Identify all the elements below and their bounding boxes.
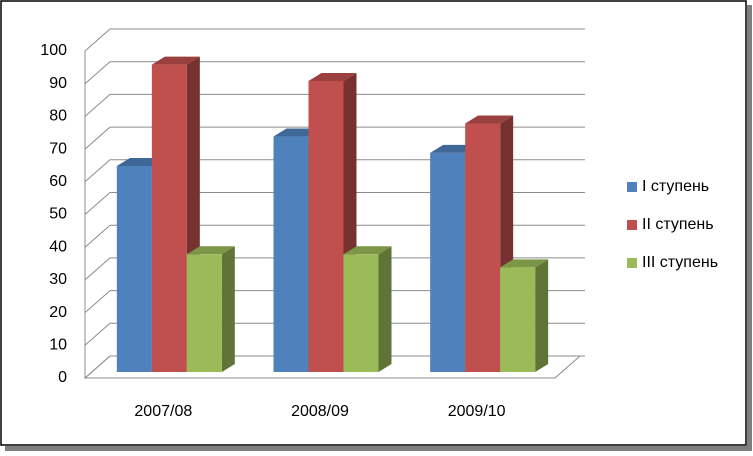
grid-line [84, 159, 585, 183]
bar [151, 64, 187, 373]
grid-line [84, 322, 585, 346]
grid-line [84, 224, 585, 248]
bar-top [151, 56, 200, 65]
y-tick-label: 40 [49, 238, 67, 255]
x-tick-label: 2007/08 [134, 403, 192, 420]
bar-top [343, 246, 392, 255]
grid-line [84, 257, 585, 281]
legend-label: III ступень [642, 254, 718, 271]
y-tick-label: 50 [49, 206, 67, 223]
bar [430, 152, 466, 372]
bar-side [221, 246, 235, 372]
y-tick-label: 0 [58, 369, 67, 386]
legend-swatch [627, 258, 637, 268]
y-tick-label: 100 [40, 42, 67, 59]
grid-line [84, 93, 585, 117]
y-tick-label: 20 [49, 304, 67, 321]
bar [273, 136, 309, 372]
bar [465, 123, 501, 372]
grid-line [84, 126, 585, 150]
x-tick-label: 2009/10 [448, 403, 506, 420]
bar [186, 254, 222, 372]
legend-label: I ступень [642, 178, 709, 195]
grid-line [84, 61, 585, 85]
grid-line [84, 290, 585, 313]
frame-shadow [5, 446, 752, 451]
x-tick-label: 2008/09 [291, 403, 349, 420]
bar [308, 80, 344, 372]
y-tick-label: 90 [49, 75, 67, 92]
bar [343, 254, 379, 372]
y-tick-label: 10 [49, 337, 67, 354]
bar-top [308, 72, 357, 81]
legend-swatch [627, 220, 637, 230]
bar-top [465, 115, 514, 124]
grid-line [84, 355, 585, 379]
y-tick-label: 60 [49, 173, 67, 190]
frame-shadow [747, 5, 752, 449]
grid-line [84, 192, 585, 215]
bar [500, 267, 536, 372]
legend-label: II ступень [642, 216, 714, 233]
grid-line [84, 28, 585, 52]
y-tick-label: 70 [49, 140, 67, 157]
legend-swatch [627, 182, 637, 192]
y-tick-label: 80 [49, 108, 67, 125]
bar-side [378, 246, 392, 372]
bar-side [535, 259, 549, 372]
y-tick-label: 30 [49, 271, 67, 288]
bar-top [186, 246, 235, 255]
bar-top [500, 259, 549, 268]
bar [116, 165, 152, 372]
